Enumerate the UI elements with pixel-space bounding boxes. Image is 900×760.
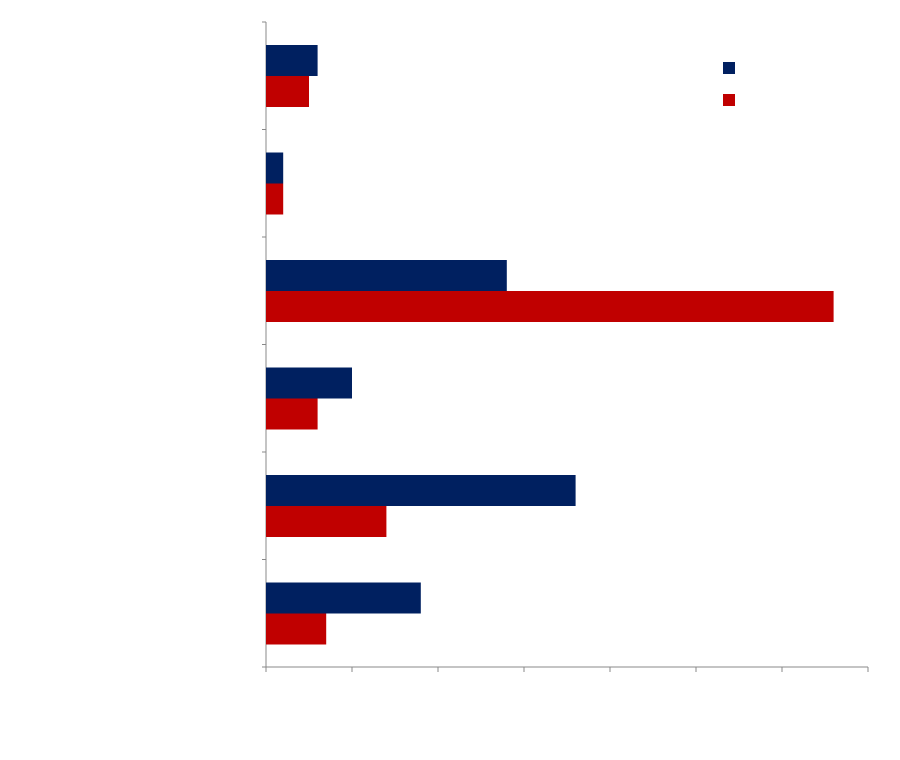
bar bbox=[266, 152, 284, 184]
bar bbox=[266, 475, 576, 506]
legend-swatch bbox=[723, 62, 735, 74]
bar bbox=[266, 183, 284, 215]
bar bbox=[266, 582, 421, 614]
bar bbox=[266, 45, 318, 76]
legend-swatch bbox=[723, 94, 735, 106]
bar bbox=[266, 367, 352, 399]
bar bbox=[266, 291, 834, 322]
bar bbox=[266, 613, 327, 645]
bar bbox=[266, 506, 387, 537]
bar bbox=[266, 76, 309, 107]
bar bbox=[266, 260, 507, 291]
bar bbox=[266, 398, 318, 430]
